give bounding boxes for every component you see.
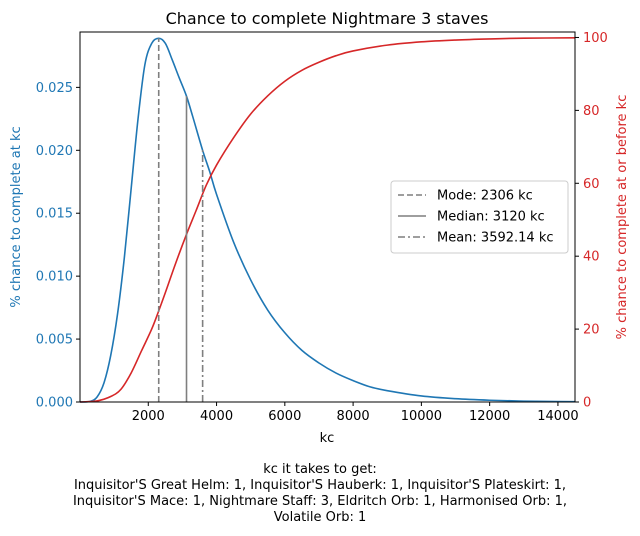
- caption: kc it takes to get: Inquisitor'S Great H…: [0, 462, 640, 526]
- y-tick-label-left: 0.000: [36, 396, 73, 411]
- legend-entry-median-label: Median: 3120 kc: [437, 210, 545, 225]
- y-tick-label-right: 100: [583, 31, 608, 46]
- y-tick-label-left: 0.010: [36, 270, 73, 285]
- axes-layer: 2000 4000 6000 8000 10000 12000 14000 0.000 0.00…: [36, 31, 608, 424]
- caption-line: Inquisitor'S Mace: 1, Nightmare Staff: 3…: [72, 494, 568, 509]
- y-tick-label-right: 40: [583, 250, 600, 265]
- cumulative-line: [79, 37, 576, 403]
- series-layer: [79, 37, 576, 403]
- x-tick-label: 12000: [469, 409, 510, 424]
- y-axis-label-left: % chance to complete at kc: [9, 126, 24, 307]
- y-tick-label-left: 0.005: [36, 333, 73, 348]
- probability-line: [79, 37, 576, 403]
- y-tick-label-right: 0: [583, 396, 591, 411]
- legend-entry-mode-label: Mode: 2306 kc: [437, 189, 533, 204]
- x-tick-label: 14000: [537, 409, 578, 424]
- x-tick-label: 8000: [337, 409, 370, 424]
- y-tick-label-left: 0.020: [36, 144, 73, 159]
- legend: Mode: 2306 kc Median: 3120 kc Mean: 3592.1…: [390, 180, 569, 254]
- x-axis-label: kc: [320, 431, 335, 446]
- x-tick-label: 10000: [401, 409, 442, 424]
- y-axis-label-right: % chance to complete at or before kc: [615, 95, 630, 340]
- legend-entry-mean-label: Mean: 3592.14 kc: [437, 231, 554, 246]
- chart: Chance to complete Nightmare 3 staves kc…: [9, 9, 630, 446]
- caption-line: Volatile Orb: 1: [273, 510, 367, 525]
- marker-layer: [157, 38, 204, 402]
- caption-line: Inquisitor'S Great Helm: 1, Inquisitor'S…: [73, 478, 567, 493]
- y-tick-label-right: 60: [583, 177, 600, 192]
- y-tick-label-left: 0.015: [36, 207, 73, 222]
- x-tick-label: 2000: [132, 409, 165, 424]
- y-tick-label-right: 80: [583, 104, 600, 119]
- plot-frame: [79, 31, 576, 403]
- y-tick-label-left: 0.025: [36, 81, 73, 96]
- x-tick-label: 6000: [268, 409, 301, 424]
- y-tick-label-right: 20: [583, 323, 600, 338]
- legend-box: [390, 180, 569, 254]
- chart-title: Chance to complete Nightmare 3 staves: [166, 9, 489, 28]
- x-tick-label: 4000: [200, 409, 233, 424]
- caption-line: kc it takes to get:: [263, 462, 377, 477]
